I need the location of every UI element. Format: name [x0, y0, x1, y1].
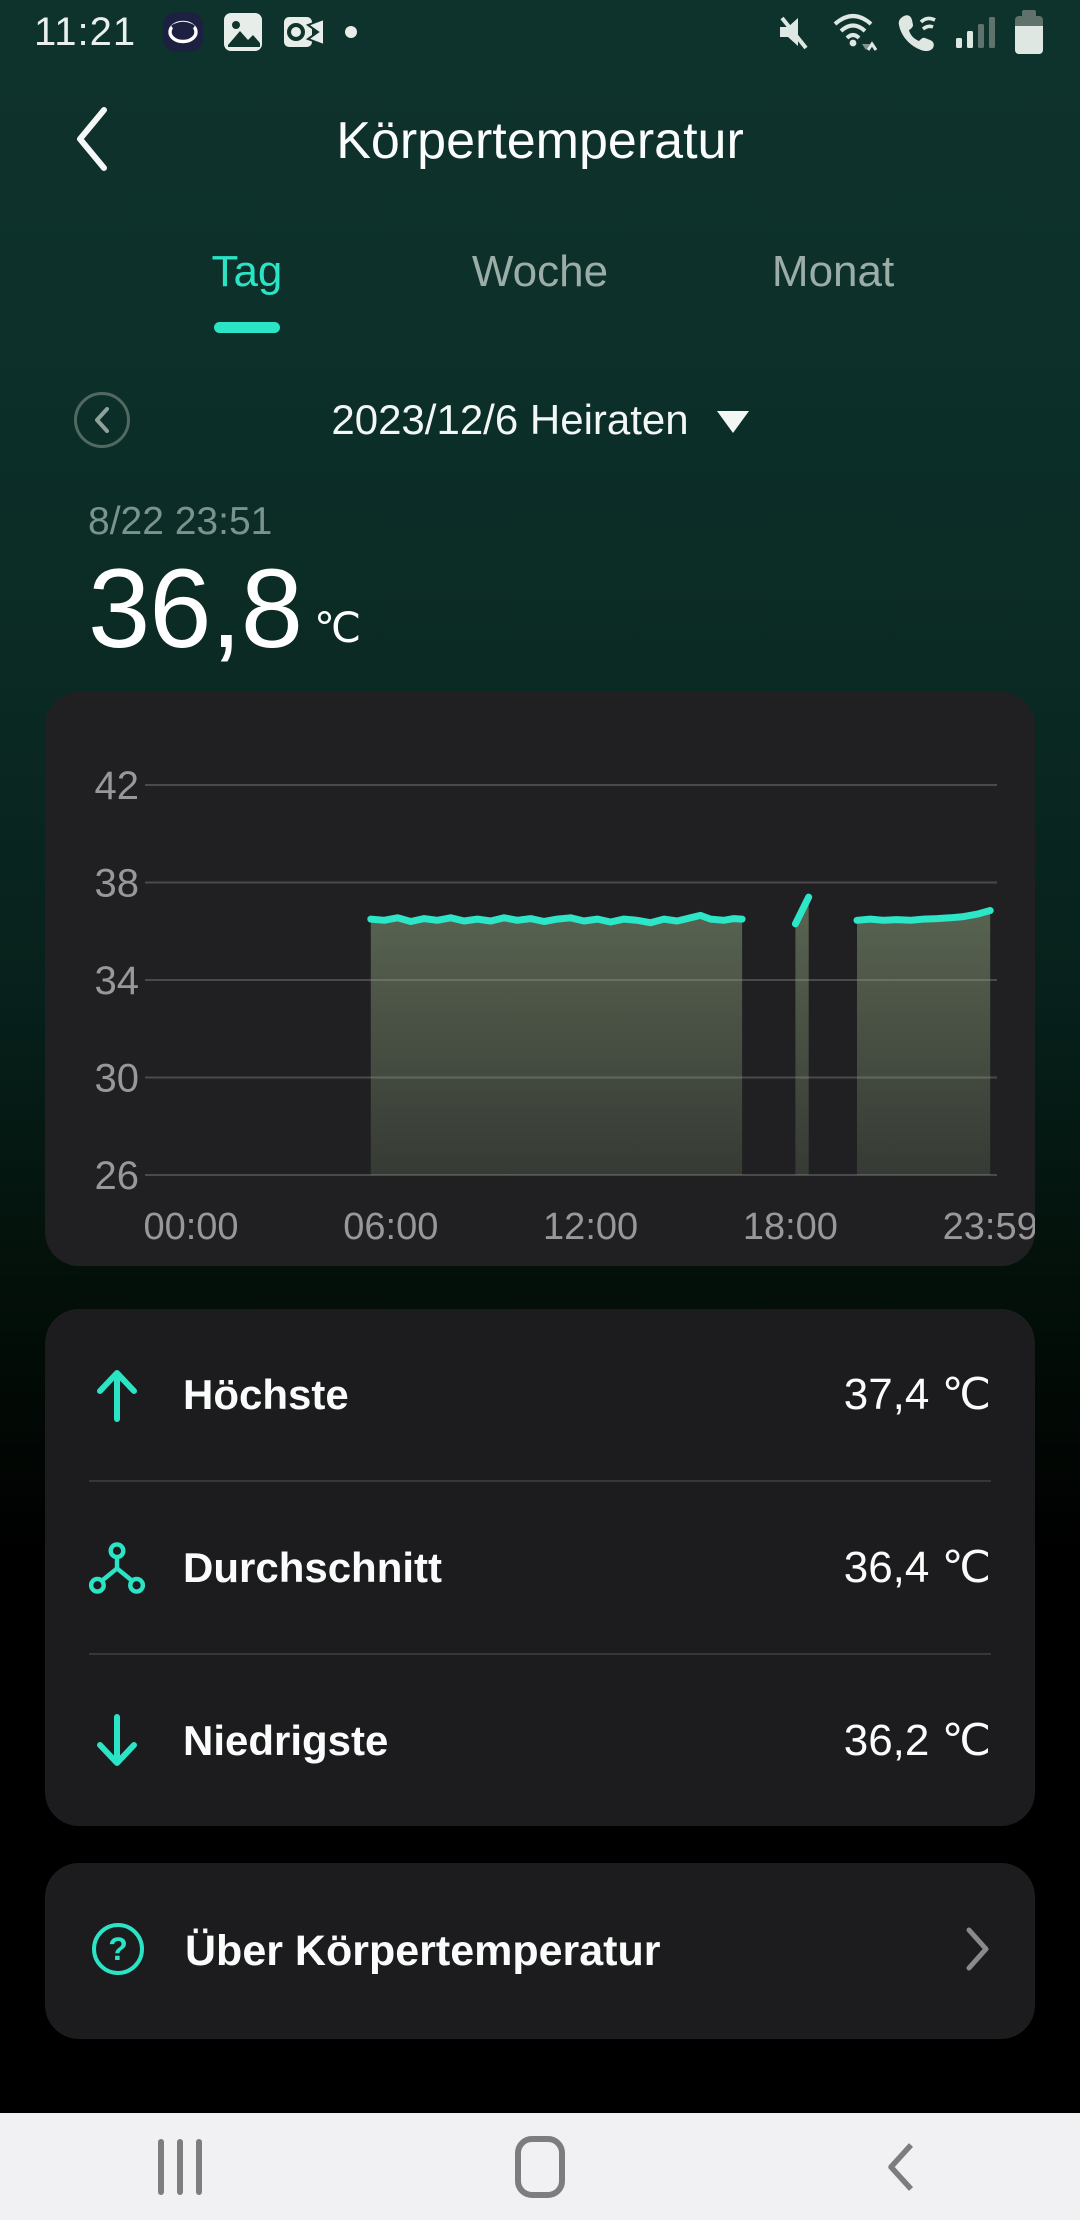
back-icon: [888, 2142, 914, 2191]
recents-button[interactable]: [0, 2113, 360, 2220]
stat-value: 36,4 ℃: [843, 1543, 991, 1592]
tab-monat[interactable]: Monat: [768, 247, 898, 333]
svg-text:34: 34: [95, 959, 140, 1003]
tab-woche[interactable]: Woche: [471, 247, 609, 333]
battery-icon: [1015, 10, 1043, 54]
sound-muted-icon: [780, 16, 808, 50]
tab-tag[interactable]: Tag: [182, 247, 312, 334]
header: Körpertemperatur: [0, 86, 1080, 196]
stat-value: 37,4 ℃: [843, 1370, 991, 1419]
stat-label: Durchschnitt: [183, 1543, 443, 1591]
divider: [89, 1480, 991, 1482]
tab-label: Woche: [471, 247, 609, 296]
svg-text:18:00: 18:00: [743, 1206, 838, 1248]
about-row[interactable]: ? Über Körpertemperatur: [45, 1863, 1035, 2039]
date-label: 2023/12/6 Heiraten: [331, 396, 689, 443]
average-icon: [89, 1540, 145, 1596]
current-reading: 8/22 23:51 36,8 ℃: [88, 500, 361, 668]
svg-text:42: 42: [95, 764, 140, 808]
svg-text:00:00: 00:00: [143, 1206, 238, 1248]
temperature-chart-card: 42 38 34 30 26 00:00 06:00 12:00 18:00 23:59: [45, 692, 1038, 1266]
home-button[interactable]: [360, 2113, 720, 2220]
home-icon: [515, 2135, 565, 2198]
system-icons: [772, 8, 1046, 56]
stat-row-hoechste[interactable]: Höchste 37,4 ℃: [45, 1309, 1035, 1480]
nav-back-button[interactable]: [720, 2113, 1080, 2220]
daily-stats-card: Höchste 37,4 ℃ Durchschnitt 36,4 ℃ Niedr…: [45, 1309, 1035, 1826]
wifi-icon: [833, 14, 878, 51]
mail-icon: [284, 17, 326, 47]
reading-timestamp: 8/22 23:51: [88, 500, 273, 543]
tab-label: Tag: [211, 247, 283, 296]
gallery-icon: [224, 13, 263, 51]
reading-value: 36,8: [88, 546, 303, 671]
previous-day-button[interactable]: [74, 392, 130, 448]
arrow-down-icon: [89, 1713, 145, 1769]
stat-row-durchschnitt[interactable]: Durchschnitt 36,4 ℃: [45, 1482, 1035, 1653]
page-title: Körpertemperatur: [336, 112, 744, 170]
stat-row-niedrigste[interactable]: Niedrigste 36,2 ℃: [45, 1655, 1035, 1826]
status-time: 11:21: [34, 9, 137, 54]
active-tab-indicator: [213, 322, 280, 334]
divider: [89, 1653, 991, 1655]
svg-text:23:59: 23:59: [943, 1206, 1035, 1248]
notification-dot: [345, 26, 358, 38]
android-nav-bar: [0, 2113, 1080, 2220]
wifi-calling-icon: [898, 15, 936, 52]
svg-text:38: 38: [95, 862, 140, 906]
stat-label: Höchste: [183, 1370, 349, 1418]
arrow-up-icon: [89, 1367, 145, 1423]
svg-text:30: 30: [95, 1057, 140, 1101]
notification-icons: [162, 11, 358, 53]
question-circle-icon: ?: [89, 1920, 147, 1983]
stat-label: Niedrigste: [183, 1716, 389, 1764]
svg-text:26: 26: [95, 1154, 140, 1198]
back-button[interactable]: [52, 94, 132, 184]
svg-text:12:00: 12:00: [543, 1206, 638, 1248]
date-selector-row: 2023/12/6 Heiraten: [0, 382, 1080, 458]
about-label: Über Körpertemperatur: [185, 1926, 661, 1975]
chevron-right-icon: [963, 1925, 991, 1978]
back-arrow-icon: [77, 107, 107, 171]
svg-text:06:00: 06:00: [343, 1206, 438, 1248]
svg-text:?: ?: [108, 1931, 128, 1967]
reading-unit: ℃: [313, 603, 362, 651]
chevron-left-icon: [95, 407, 109, 433]
tab-label: Monat: [771, 247, 895, 296]
caret-down-icon: [716, 411, 749, 433]
signal-strength-icon: [956, 17, 995, 48]
stat-value: 36,2 ℃: [843, 1716, 991, 1765]
app-badge-icon: [163, 12, 204, 52]
period-tabs: Tag Woche Monat: [0, 247, 1080, 334]
recents-icon: [158, 2138, 202, 2195]
date-dropdown[interactable]: 2023/12/6 Heiraten: [331, 396, 749, 444]
status-bar: 11:21: [0, 0, 1080, 64]
